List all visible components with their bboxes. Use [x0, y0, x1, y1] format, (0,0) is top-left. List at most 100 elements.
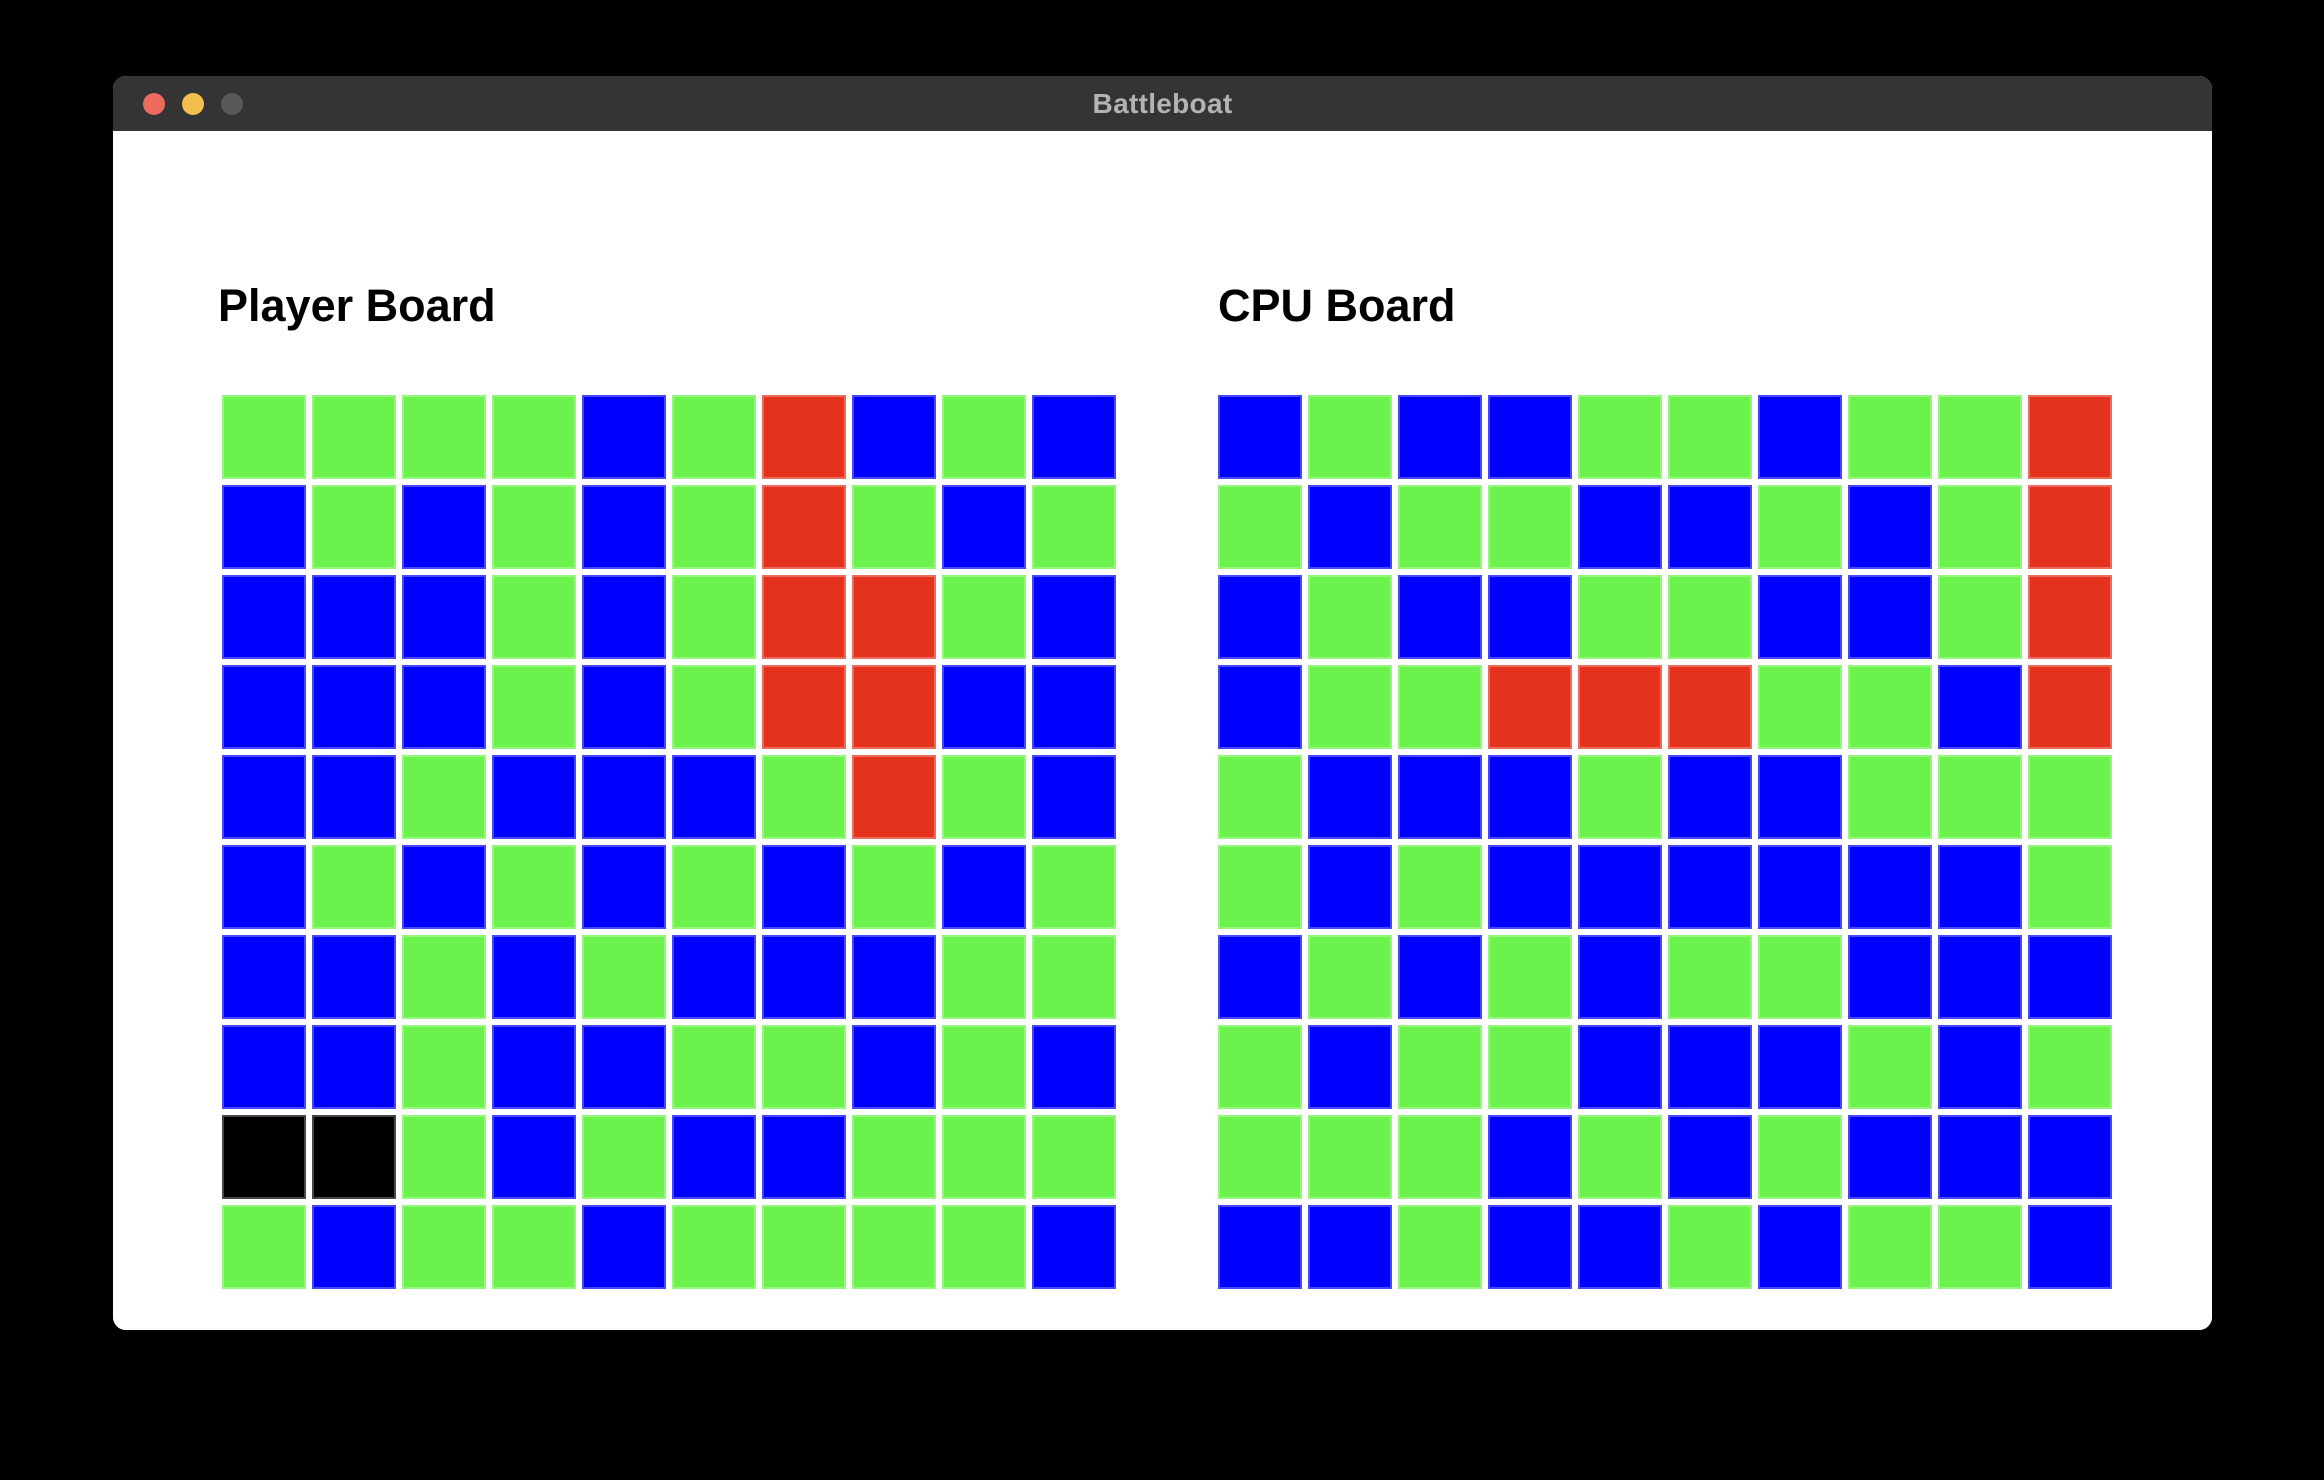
cpu-cell-r8c1[interactable] [1218, 1025, 1302, 1109]
cpu-cell-r3c9[interactable] [1938, 575, 2022, 659]
cpu-cell-r1c5[interactable] [1578, 395, 1662, 479]
cpu-cell-r2c6[interactable] [1668, 485, 1752, 569]
zoom-button[interactable] [221, 92, 243, 115]
cpu-cell-r4c5[interactable] [1578, 665, 1662, 749]
cpu-cell-r6c6[interactable] [1668, 845, 1752, 929]
cpu-cell-r3c8[interactable] [1848, 575, 1932, 659]
cpu-cell-r8c8[interactable] [1848, 1025, 1932, 1109]
cpu-cell-r4c2[interactable] [1308, 665, 1392, 749]
cpu-cell-r1c7[interactable] [1758, 395, 1842, 479]
cpu-cell-r2c8[interactable] [1848, 485, 1932, 569]
cpu-cell-r5c8[interactable] [1848, 755, 1932, 839]
cpu-cell-r9c10[interactable] [2028, 1115, 2112, 1199]
cpu-cell-r4c1[interactable] [1218, 665, 1302, 749]
cpu-cell-r9c7[interactable] [1758, 1115, 1842, 1199]
cpu-cell-r1c4[interactable] [1488, 395, 1572, 479]
cpu-cell-r6c1[interactable] [1218, 845, 1302, 929]
cpu-cell-r6c8[interactable] [1848, 845, 1932, 929]
cpu-cell-r10c1[interactable] [1218, 1205, 1302, 1289]
cpu-cell-r2c7[interactable] [1758, 485, 1842, 569]
cpu-cell-r1c10[interactable] [2028, 395, 2112, 479]
cpu-cell-r9c2[interactable] [1308, 1115, 1392, 1199]
cpu-cell-r9c1[interactable] [1218, 1115, 1302, 1199]
cpu-cell-r10c3[interactable] [1398, 1205, 1482, 1289]
cpu-cell-r7c10[interactable] [2028, 935, 2112, 1019]
cpu-cell-r7c9[interactable] [1938, 935, 2022, 1019]
cpu-cell-r7c4[interactable] [1488, 935, 1572, 1019]
cpu-cell-r10c8[interactable] [1848, 1205, 1932, 1289]
cpu-cell-r2c10[interactable] [2028, 485, 2112, 569]
cpu-cell-r5c4[interactable] [1488, 755, 1572, 839]
cpu-cell-r4c8[interactable] [1848, 665, 1932, 749]
cpu-cell-r3c7[interactable] [1758, 575, 1842, 659]
cpu-cell-r1c9[interactable] [1938, 395, 2022, 479]
cpu-cell-r6c9[interactable] [1938, 845, 2022, 929]
cpu-cell-r1c3[interactable] [1398, 395, 1482, 479]
cpu-cell-r7c7[interactable] [1758, 935, 1842, 1019]
cpu-cell-r3c2[interactable] [1308, 575, 1392, 659]
cpu-cell-r2c9[interactable] [1938, 485, 2022, 569]
cpu-cell-r7c2[interactable] [1308, 935, 1392, 1019]
cpu-cell-r4c4[interactable] [1488, 665, 1572, 749]
cpu-cell-r5c5[interactable] [1578, 755, 1662, 839]
cpu-cell-r4c9[interactable] [1938, 665, 2022, 749]
close-button[interactable] [143, 92, 165, 115]
cpu-cell-r10c7[interactable] [1758, 1205, 1842, 1289]
cpu-cell-r10c4[interactable] [1488, 1205, 1572, 1289]
cpu-cell-r10c10[interactable] [2028, 1205, 2112, 1289]
cpu-cell-r10c9[interactable] [1938, 1205, 2022, 1289]
cpu-cell-r9c5[interactable] [1578, 1115, 1662, 1199]
cpu-cell-r8c9[interactable] [1938, 1025, 2022, 1109]
cpu-cell-r2c4[interactable] [1488, 485, 1572, 569]
cpu-cell-r2c2[interactable] [1308, 485, 1392, 569]
cpu-cell-r6c3[interactable] [1398, 845, 1482, 929]
cpu-cell-r7c8[interactable] [1848, 935, 1932, 1019]
cpu-cell-r8c3[interactable] [1398, 1025, 1482, 1109]
cpu-cell-r4c3[interactable] [1398, 665, 1482, 749]
cpu-cell-r1c1[interactable] [1218, 395, 1302, 479]
cpu-cell-r6c10[interactable] [2028, 845, 2112, 929]
cpu-cell-r4c10[interactable] [2028, 665, 2112, 749]
cpu-cell-r1c6[interactable] [1668, 395, 1752, 479]
cpu-cell-r5c3[interactable] [1398, 755, 1482, 839]
cpu-cell-r9c4[interactable] [1488, 1115, 1572, 1199]
cpu-cell-r5c10[interactable] [2028, 755, 2112, 839]
cpu-cell-r3c5[interactable] [1578, 575, 1662, 659]
cpu-cell-r8c5[interactable] [1578, 1025, 1662, 1109]
cpu-cell-r2c5[interactable] [1578, 485, 1662, 569]
cpu-cell-r9c8[interactable] [1848, 1115, 1932, 1199]
cpu-cell-r10c5[interactable] [1578, 1205, 1662, 1289]
cpu-cell-r6c4[interactable] [1488, 845, 1572, 929]
cpu-cell-r5c1[interactable] [1218, 755, 1302, 839]
cpu-cell-r4c6[interactable] [1668, 665, 1752, 749]
cpu-cell-r6c2[interactable] [1308, 845, 1392, 929]
cpu-cell-r7c1[interactable] [1218, 935, 1302, 1019]
cpu-board-grid[interactable] [1218, 395, 2112, 1289]
cpu-cell-r2c1[interactable] [1218, 485, 1302, 569]
cpu-cell-r4c7[interactable] [1758, 665, 1842, 749]
cpu-cell-r2c3[interactable] [1398, 485, 1482, 569]
cpu-cell-r8c10[interactable] [2028, 1025, 2112, 1109]
minimize-button[interactable] [182, 92, 204, 115]
cpu-cell-r3c4[interactable] [1488, 575, 1572, 659]
cpu-cell-r3c10[interactable] [2028, 575, 2112, 659]
cpu-cell-r6c7[interactable] [1758, 845, 1842, 929]
cpu-cell-r5c7[interactable] [1758, 755, 1842, 839]
cpu-cell-r3c1[interactable] [1218, 575, 1302, 659]
cpu-cell-r7c3[interactable] [1398, 935, 1482, 1019]
cpu-cell-r3c3[interactable] [1398, 575, 1482, 659]
cpu-cell-r5c2[interactable] [1308, 755, 1392, 839]
cpu-cell-r5c9[interactable] [1938, 755, 2022, 839]
cpu-cell-r7c6[interactable] [1668, 935, 1752, 1019]
cpu-cell-r9c9[interactable] [1938, 1115, 2022, 1199]
cpu-cell-r8c6[interactable] [1668, 1025, 1752, 1109]
cpu-cell-r3c6[interactable] [1668, 575, 1752, 659]
cpu-cell-r8c2[interactable] [1308, 1025, 1392, 1109]
cpu-cell-r6c5[interactable] [1578, 845, 1662, 929]
cpu-cell-r8c7[interactable] [1758, 1025, 1842, 1109]
cpu-cell-r10c2[interactable] [1308, 1205, 1392, 1289]
cpu-cell-r7c5[interactable] [1578, 935, 1662, 1019]
cpu-cell-r10c6[interactable] [1668, 1205, 1752, 1289]
cpu-cell-r1c2[interactable] [1308, 395, 1392, 479]
cpu-cell-r9c6[interactable] [1668, 1115, 1752, 1199]
